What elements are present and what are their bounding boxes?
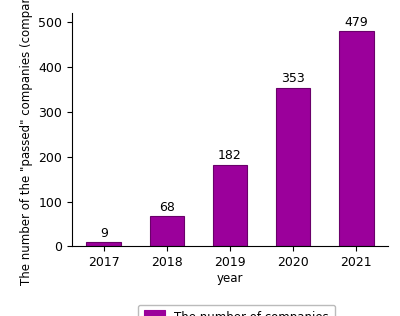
- X-axis label: year: year: [217, 272, 243, 285]
- Y-axis label: The number of the "passed" companies (companies): The number of the "passed" companies (co…: [20, 0, 33, 285]
- Text: 479: 479: [344, 16, 368, 29]
- Bar: [339, 31, 374, 246]
- Text: 182: 182: [218, 149, 242, 162]
- Legend: The number of companies: The number of companies: [138, 305, 335, 316]
- Text: 9: 9: [100, 227, 108, 240]
- Bar: [150, 216, 184, 246]
- Bar: [276, 88, 310, 246]
- Bar: [86, 242, 121, 246]
- Bar: [213, 165, 247, 246]
- Text: 353: 353: [281, 72, 305, 86]
- Text: 68: 68: [159, 201, 175, 214]
